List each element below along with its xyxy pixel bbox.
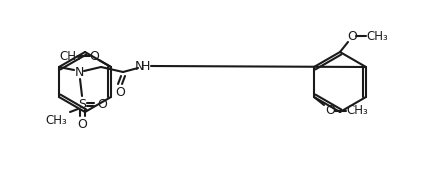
Text: O: O (325, 105, 335, 117)
Text: O: O (89, 50, 99, 63)
Text: O: O (115, 86, 125, 98)
Text: CH₃: CH₃ (59, 50, 81, 63)
Text: N: N (134, 60, 144, 74)
Text: N: N (74, 66, 84, 78)
Text: O: O (77, 117, 87, 131)
Text: CH₃: CH₃ (45, 113, 67, 127)
Text: O: O (97, 97, 107, 111)
Text: H: H (140, 60, 150, 74)
Text: S: S (78, 97, 86, 111)
Text: O: O (347, 29, 357, 43)
Text: CH₃: CH₃ (346, 105, 368, 117)
Text: CH₃: CH₃ (366, 29, 388, 43)
